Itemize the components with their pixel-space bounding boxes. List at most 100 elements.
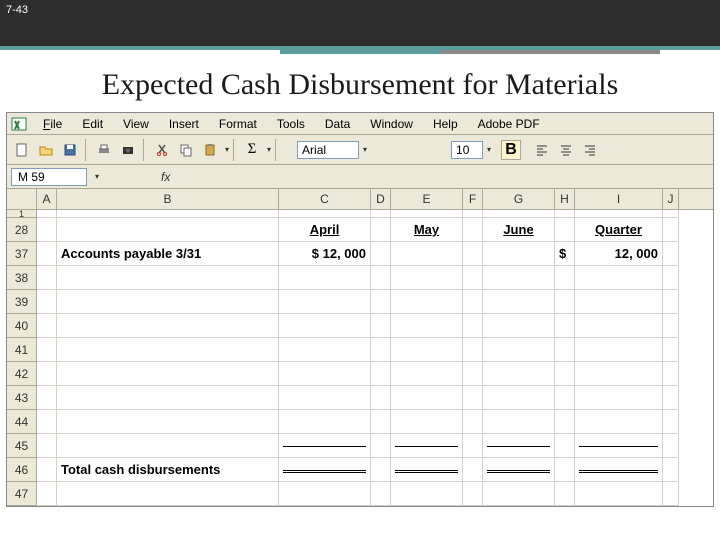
cell[interactable] [371, 218, 391, 242]
cell[interactable] [37, 266, 57, 290]
col-head-i[interactable]: I [575, 189, 663, 209]
cell[interactable] [371, 434, 391, 458]
cell-double-rule[interactable] [483, 458, 555, 482]
col-head-a[interactable]: A [37, 189, 57, 209]
row-head-39[interactable]: 39 [7, 290, 36, 314]
align-center-icon[interactable] [555, 139, 577, 161]
cell[interactable] [463, 434, 483, 458]
cell[interactable] [37, 458, 57, 482]
label-total[interactable]: Total cash disbursements [57, 458, 279, 482]
col-head-c[interactable]: C [279, 189, 371, 209]
cell-double-rule[interactable] [279, 458, 371, 482]
cell[interactable] [463, 362, 483, 386]
cell[interactable] [483, 362, 555, 386]
cell-single-rule[interactable] [575, 434, 663, 458]
cell[interactable] [463, 218, 483, 242]
cell[interactable] [663, 338, 679, 362]
cell[interactable] [463, 338, 483, 362]
cell[interactable] [37, 386, 57, 410]
cell[interactable] [279, 386, 371, 410]
new-icon[interactable] [11, 139, 33, 161]
cell[interactable] [371, 338, 391, 362]
cell[interactable] [371, 314, 391, 338]
cell[interactable] [371, 386, 391, 410]
cell[interactable] [555, 482, 575, 506]
cell[interactable] [279, 266, 371, 290]
menu-format[interactable]: Format [209, 115, 267, 133]
cell[interactable] [555, 266, 575, 290]
value-quarter[interactable]: 12, 000 [575, 242, 663, 266]
font-selector[interactable]: Arial [297, 141, 359, 159]
paste-dropdown-icon[interactable]: ▾ [225, 145, 229, 154]
size-dropdown-icon[interactable]: ▾ [487, 145, 491, 154]
cell[interactable] [663, 482, 679, 506]
cell[interactable] [555, 290, 575, 314]
cell[interactable] [663, 290, 679, 314]
menu-insert[interactable]: Insert [159, 115, 209, 133]
cell[interactable] [463, 266, 483, 290]
cell[interactable] [391, 314, 463, 338]
menu-data[interactable]: Data [315, 115, 360, 133]
cell[interactable] [555, 218, 575, 242]
cell[interactable] [463, 314, 483, 338]
cell[interactable] [391, 362, 463, 386]
row-head-28[interactable]: 28 [7, 218, 36, 242]
cell[interactable] [279, 290, 371, 314]
cell[interactable] [279, 482, 371, 506]
cell[interactable] [371, 290, 391, 314]
cell[interactable] [371, 362, 391, 386]
row-head-45[interactable]: 45 [7, 434, 36, 458]
value-april[interactable]: $ 12, 000 [279, 242, 371, 266]
cell[interactable] [663, 314, 679, 338]
cell[interactable] [555, 386, 575, 410]
cell[interactable] [57, 210, 279, 218]
cell[interactable] [555, 434, 575, 458]
autosum-icon[interactable]: Σ [241, 139, 263, 161]
select-all-corner[interactable] [7, 189, 37, 209]
cell[interactable] [37, 290, 57, 314]
cell-double-rule[interactable] [391, 458, 463, 482]
cell[interactable] [575, 210, 663, 218]
cell[interactable] [391, 338, 463, 362]
align-right-icon[interactable] [579, 139, 601, 161]
paste-icon[interactable] [199, 139, 221, 161]
cell[interactable] [555, 410, 575, 434]
cell[interactable] [483, 338, 555, 362]
cell[interactable] [371, 266, 391, 290]
menu-edit[interactable]: Edit [72, 115, 113, 133]
cell[interactable] [663, 242, 679, 266]
cell[interactable] [463, 290, 483, 314]
cell[interactable] [279, 362, 371, 386]
cell[interactable] [391, 290, 463, 314]
row-head-37[interactable]: 37 [7, 242, 36, 266]
header-april[interactable]: April [279, 218, 371, 242]
cell[interactable] [279, 338, 371, 362]
cell[interactable] [575, 362, 663, 386]
cell[interactable] [555, 210, 575, 218]
cell[interactable] [483, 410, 555, 434]
cell[interactable] [663, 218, 679, 242]
cell[interactable] [575, 410, 663, 434]
bold-button[interactable]: B [501, 140, 521, 160]
menu-view[interactable]: View [113, 115, 159, 133]
header-june[interactable]: June [483, 218, 555, 242]
cell[interactable] [391, 386, 463, 410]
cell[interactable] [37, 314, 57, 338]
header-may[interactable]: May [391, 218, 463, 242]
cell[interactable] [37, 434, 57, 458]
col-head-j[interactable]: J [663, 189, 679, 209]
cell[interactable] [463, 386, 483, 410]
menu-tools[interactable]: Tools [267, 115, 315, 133]
cell[interactable] [663, 458, 679, 482]
cell[interactable] [37, 218, 57, 242]
cell[interactable] [483, 266, 555, 290]
cell[interactable] [391, 210, 463, 218]
cell[interactable] [37, 242, 57, 266]
cell[interactable] [371, 210, 391, 218]
cell[interactable] [483, 290, 555, 314]
font-dropdown-icon[interactable]: ▾ [363, 145, 367, 154]
cell-double-rule[interactable] [575, 458, 663, 482]
col-head-f[interactable]: F [463, 189, 483, 209]
col-head-b[interactable]: B [57, 189, 279, 209]
cell[interactable] [57, 386, 279, 410]
